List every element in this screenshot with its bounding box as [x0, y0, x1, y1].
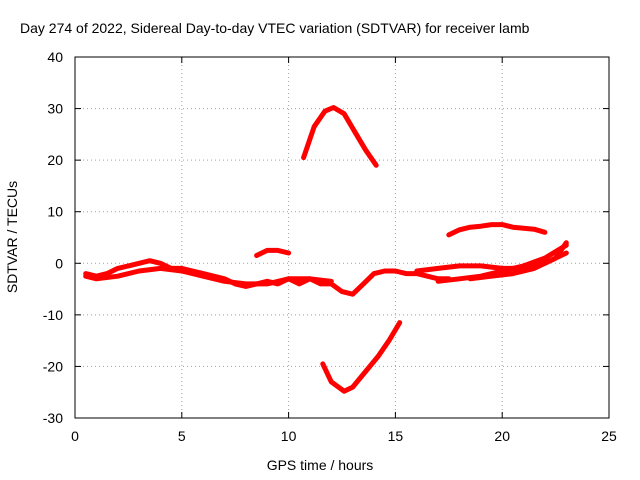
chart-title: Day 274 of 2022, Sidereal Day-to-day VTE…	[20, 20, 530, 36]
series-upper-arc	[301, 105, 379, 168]
y-tick-label: -10	[43, 307, 63, 323]
x-tick-label: 15	[388, 428, 404, 444]
x-tick-label: 25	[601, 428, 617, 444]
series-band-late-2	[435, 242, 569, 284]
y-tick-label: -30	[43, 410, 63, 426]
series-lower-arc	[320, 320, 403, 394]
y-axis-label: SDTVAR / TECUs	[4, 180, 20, 294]
plot-frame	[74, 56, 610, 419]
y-tick-label: 40	[47, 49, 63, 65]
x-axis-label: GPS time / hours	[266, 457, 374, 473]
y-tick-label: 0	[55, 255, 63, 271]
y-tick-label: -20	[43, 358, 63, 374]
y-tick-label: 30	[47, 101, 63, 117]
x-tick-label: 5	[178, 428, 186, 444]
series-small-segment	[254, 247, 292, 258]
x-tick-label: 0	[71, 428, 79, 444]
series-right-segment	[446, 222, 548, 238]
y-tick-label: 10	[47, 204, 63, 220]
chart-ticks: 0 5 10 15 20 25 -30 -20 -10 0 10 20 30 40	[43, 49, 617, 444]
chart-series	[83, 105, 569, 394]
y-tick-label: 20	[47, 152, 63, 168]
series-main-band	[83, 258, 452, 297]
series-secondary-band	[83, 265, 334, 287]
series-band-late-3	[467, 240, 569, 282]
x-tick-label: 20	[494, 428, 510, 444]
x-tick-label: 10	[281, 428, 297, 444]
